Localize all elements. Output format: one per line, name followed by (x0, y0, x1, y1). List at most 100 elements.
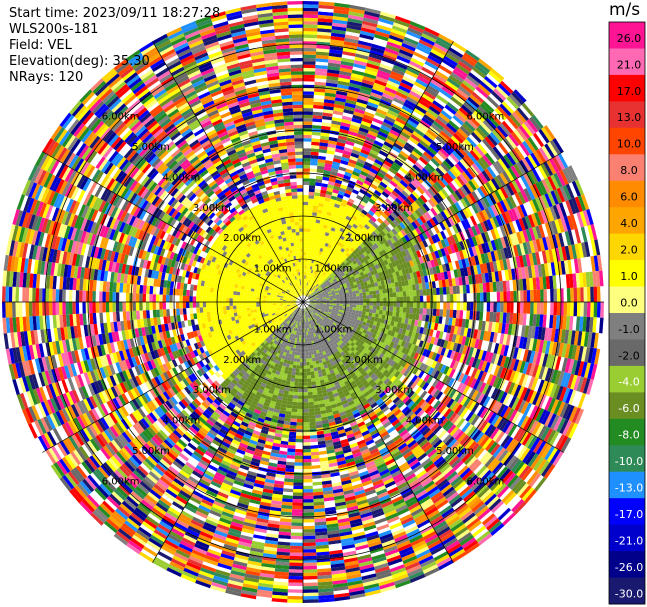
velocity-gate (463, 101, 476, 114)
velocity-gate (319, 274, 323, 278)
velocity-gate (305, 251, 309, 256)
velocity-gate (340, 247, 346, 253)
velocity-gate (330, 227, 336, 232)
velocity-gate (331, 223, 337, 229)
velocity-gate (337, 84, 349, 90)
velocity-gate (584, 241, 591, 257)
velocity-gate (557, 218, 565, 233)
velocity-gate (368, 127, 380, 134)
velocity-gate (392, 272, 397, 278)
velocity-gate (357, 260, 362, 266)
velocity-gate (359, 152, 369, 159)
velocity-gate (303, 101, 314, 105)
velocity-gate (451, 41, 467, 53)
velocity-gate (317, 14, 334, 20)
velocity-gate (437, 133, 449, 143)
velocity-gate (466, 217, 475, 228)
velocity-gate (315, 58, 329, 63)
velocity-gate (520, 302, 524, 314)
velocity-gate (449, 253, 455, 263)
velocity-gate (318, 294, 323, 297)
velocity-gate (391, 282, 396, 288)
velocity-gate (565, 183, 575, 199)
velocity-gate (349, 294, 353, 298)
velocity-gate (463, 218, 471, 229)
velocity-gate (426, 308, 430, 316)
velocity-gate (440, 324, 445, 332)
velocity-gate (439, 130, 451, 141)
velocity-gate (339, 303, 344, 307)
velocity-gate (323, 200, 330, 206)
velocity-gate (360, 27, 376, 34)
velocity-gate (403, 144, 414, 154)
velocity-gate (435, 152, 445, 163)
velocity-gate (392, 219, 400, 227)
velocity-gate (305, 275, 308, 279)
velocity-gate (362, 256, 368, 262)
velocity-gate (490, 250, 496, 262)
velocity-gate (515, 219, 523, 232)
velocity-gate (332, 258, 337, 263)
velocity-gate (370, 239, 376, 246)
velocity-gate (350, 252, 356, 258)
velocity-gate (406, 139, 417, 148)
velocity-gate (364, 273, 369, 278)
velocity-gate (394, 61, 408, 70)
velocity-gate (310, 228, 315, 233)
velocity-gates (2, 1, 604, 603)
velocity-gate (379, 165, 389, 173)
velocity-gate (326, 286, 330, 290)
velocity-gate (575, 316, 581, 331)
velocity-gate (324, 163, 333, 168)
velocity-gate (319, 196, 326, 201)
velocity-gate (511, 148, 522, 162)
velocity-gate (394, 159, 404, 167)
velocity-gate (308, 282, 311, 287)
velocity-gate (308, 279, 311, 283)
velocity-gate (478, 320, 483, 331)
velocity-gate (333, 185, 341, 191)
velocity-gate (376, 294, 380, 299)
velocity-gate (409, 193, 418, 202)
velocity-gate (378, 224, 385, 231)
velocity-gate (432, 45, 447, 56)
velocity-gate (567, 230, 575, 245)
velocity-gate (396, 136, 407, 145)
velocity-gate (380, 261, 386, 267)
velocity-gate (521, 123, 533, 137)
velocity-gate (383, 210, 391, 217)
velocity-gate (344, 105, 355, 112)
velocity-gate (574, 345, 581, 361)
velocity-gate (335, 307, 340, 310)
velocity-gate (479, 263, 485, 274)
velocity-gate (355, 252, 361, 258)
velocity-gate (395, 286, 400, 293)
velocity-gate (309, 269, 312, 273)
velocity-gate (309, 283, 312, 287)
velocity-gate (456, 302, 461, 311)
velocity-gate (332, 306, 336, 309)
velocity-gate (379, 310, 383, 315)
velocity-gate (427, 54, 442, 65)
velocity-gate (392, 287, 397, 293)
velocity-gate (545, 340, 551, 355)
velocity-gate (398, 286, 403, 292)
velocity-gate (333, 154, 342, 160)
velocity-gate (452, 234, 460, 244)
velocity-gate (403, 187, 412, 196)
velocity-gate (367, 283, 372, 289)
velocity-gate (360, 170, 369, 177)
velocity-gate (397, 317, 403, 323)
velocity-gate (318, 202, 324, 208)
velocity-gate (464, 257, 470, 268)
velocity-gate (379, 276, 384, 282)
velocity-gate (500, 236, 507, 249)
velocity-gate (406, 273, 411, 280)
velocity-gate (366, 155, 376, 162)
velocity-gate (426, 162, 436, 172)
velocity-gate (577, 227, 585, 243)
velocity-gate (440, 210, 448, 221)
velocity-gate (415, 105, 427, 115)
velocity-gate (303, 221, 308, 226)
velocity-gate (350, 76, 363, 83)
